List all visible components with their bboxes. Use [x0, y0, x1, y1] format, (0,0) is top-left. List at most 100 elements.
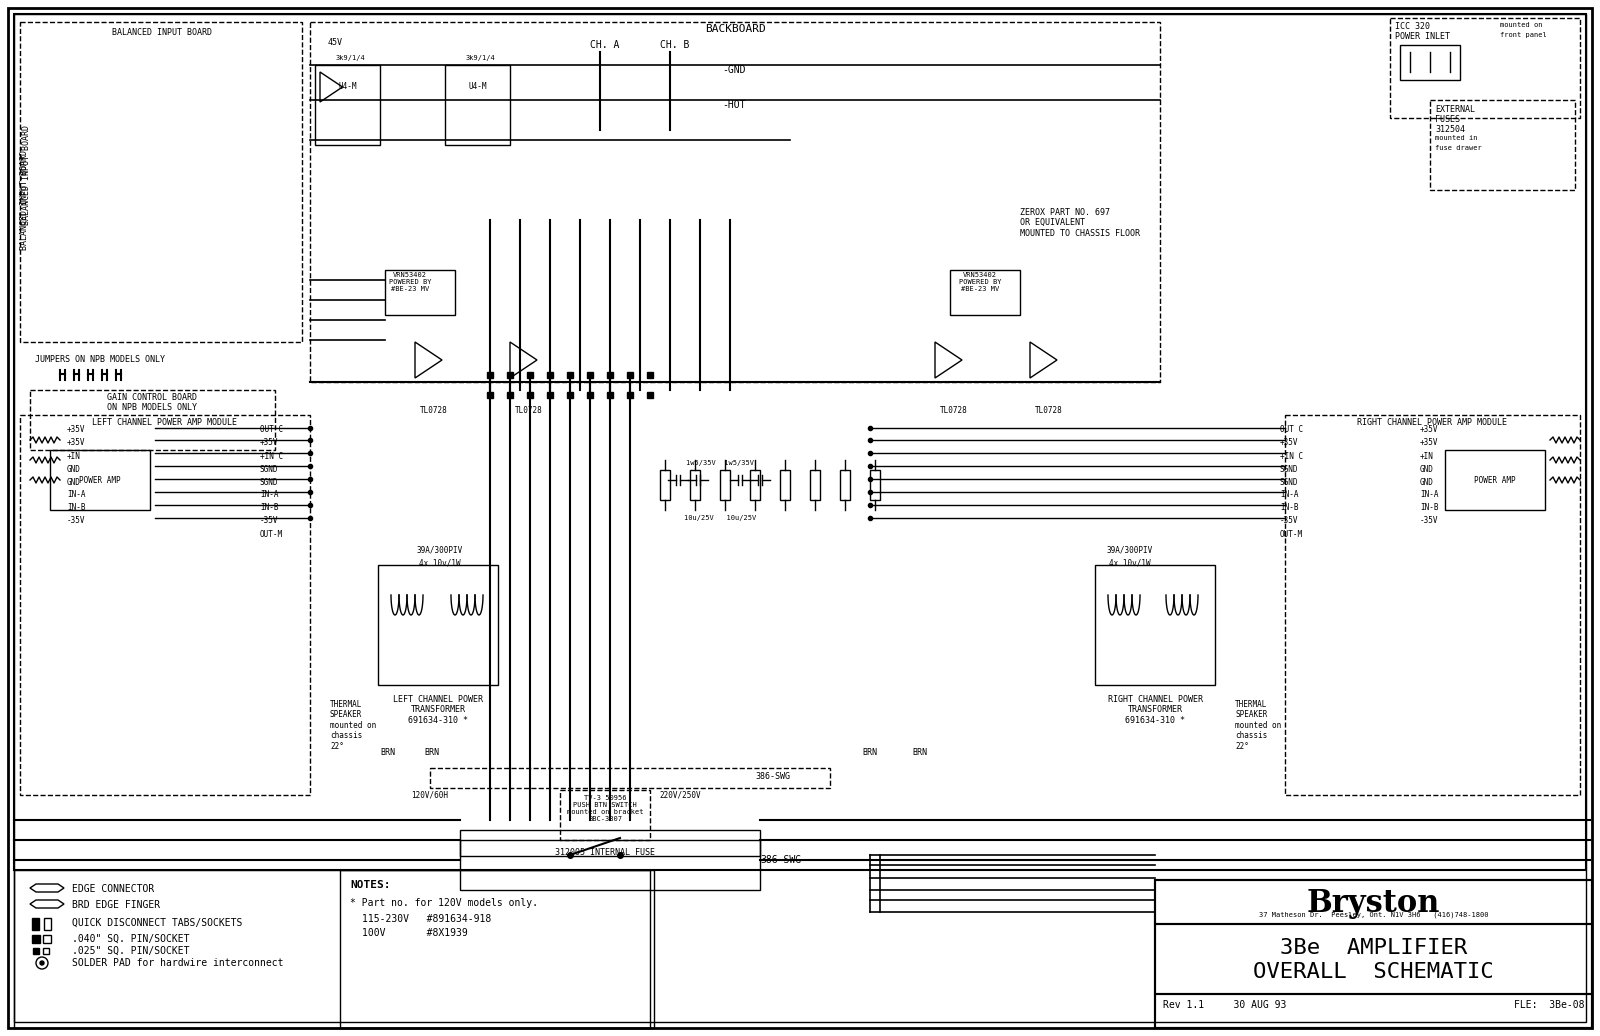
Text: BRD EDGE FINGER: BRD EDGE FINGER	[72, 900, 160, 910]
Bar	[750, 470, 760, 500]
Bar	[386, 270, 454, 315]
Text: CH. B: CH. B	[661, 40, 690, 50]
Text: THERMAL
SPEAKER
mounted on
chassis
22°: THERMAL SPEAKER mounted on chassis 22°	[330, 700, 376, 751]
Bar	[34, 948, 38, 954]
Bar	[560, 790, 650, 840]
Text: 4x 10v/1W: 4x 10v/1W	[419, 558, 461, 567]
Bar	[30, 390, 275, 450]
Bar	[1094, 565, 1214, 685]
Text: FLE:  3Be-08: FLE: 3Be-08	[1514, 1000, 1584, 1010]
Text: IN-A: IN-A	[1421, 490, 1438, 499]
Text: +IN C: +IN C	[1280, 452, 1302, 461]
Text: FUSES: FUSES	[1435, 115, 1459, 124]
Text: BRN: BRN	[912, 748, 928, 757]
Text: TL0728: TL0728	[1035, 406, 1062, 415]
Text: .025" SQ. PIN/SOCKET: .025" SQ. PIN/SOCKET	[72, 946, 189, 956]
Text: 39A/300PIV: 39A/300PIV	[418, 545, 462, 554]
Text: +35V: +35V	[67, 425, 85, 434]
Bar	[19, 415, 310, 795]
Bar	[810, 470, 819, 500]
Text: IN-B: IN-B	[1421, 503, 1438, 512]
Text: 1w5/35V  1w5/35V: 1w5/35V 1w5/35V	[686, 460, 754, 466]
Bar	[32, 918, 38, 930]
Bar	[1430, 100, 1574, 190]
Text: IN-A: IN-A	[259, 490, 278, 499]
Circle shape	[40, 961, 45, 965]
Text: U4-M: U4-M	[339, 82, 357, 91]
Text: 312005 INTERNAL FUSE: 312005 INTERNAL FUSE	[555, 848, 654, 857]
Bar	[43, 948, 50, 954]
Text: 220V/250V: 220V/250V	[659, 790, 701, 799]
Text: QUICK DISCONNECT TABS/SOCKETS: QUICK DISCONNECT TABS/SOCKETS	[72, 918, 242, 928]
Text: RIGHT CHANNEL POWER AMP MODULE: RIGHT CHANNEL POWER AMP MODULE	[1357, 418, 1507, 427]
Text: +IN: +IN	[1421, 452, 1434, 461]
Text: .040" SQ. PIN/SOCKET: .040" SQ. PIN/SOCKET	[72, 934, 189, 944]
Bar	[1400, 45, 1459, 80]
Text: 10u/25V   10u/25V: 10u/25V 10u/25V	[683, 515, 757, 521]
Text: TL0728: TL0728	[515, 406, 542, 415]
Text: 3k9/1/4: 3k9/1/4	[466, 55, 494, 61]
Text: -35V: -35V	[1280, 516, 1299, 525]
Text: JUMPERS ON NPB MODELS ONLY: JUMPERS ON NPB MODELS ONLY	[35, 355, 165, 364]
Text: IN-B: IN-B	[67, 503, 85, 512]
Text: Rev 1.1     30 AUG 93: Rev 1.1 30 AUG 93	[1163, 1000, 1286, 1010]
Text: BACKBOARD: BACKBOARD	[704, 24, 765, 34]
Bar	[378, 565, 498, 685]
Text: 37 Matheson Dr.  Peesley, Ont. N1V 3H6   (416)748-1800: 37 Matheson Dr. Peesley, Ont. N1V 3H6 (4…	[1259, 912, 1488, 919]
Text: 3k9/1/4: 3k9/1/4	[334, 55, 365, 61]
Text: 100V       #8X1939: 100V #8X1939	[362, 928, 467, 938]
Text: TL0728: TL0728	[941, 406, 968, 415]
Text: NOTES:: NOTES:	[350, 880, 390, 890]
Text: VRN53402
POWERED BY
#BE-23 MV: VRN53402 POWERED BY #BE-23 MV	[389, 272, 432, 292]
Bar	[1390, 18, 1581, 118]
Bar	[14, 870, 654, 1028]
Text: ZEROX PART NO. 697
OR EQUIVALENT
MOUNTED TO CHASSIS FLOOR: ZEROX PART NO. 697 OR EQUIVALENT MOUNTED…	[1021, 208, 1139, 238]
Text: POWER AMP: POWER AMP	[1474, 476, 1515, 485]
Text: TV-3 50956
PUSH BTN SWITCH
mounted on bracket
BBC-3807: TV-3 50956 PUSH BTN SWITCH mounted on br…	[566, 795, 643, 822]
Text: SOLDER PAD for hardwire interconnect: SOLDER PAD for hardwire interconnect	[72, 958, 283, 968]
Text: SGND: SGND	[1280, 465, 1299, 474]
Text: mounted on: mounted on	[1501, 22, 1542, 28]
Bar	[461, 840, 760, 856]
Text: SGND: SGND	[1280, 478, 1299, 487]
Text: IN-A: IN-A	[67, 490, 85, 499]
Text: GND: GND	[1421, 478, 1434, 487]
Text: OUT C: OUT C	[259, 425, 283, 434]
Text: TL0728: TL0728	[419, 406, 448, 415]
Bar	[461, 830, 760, 890]
Bar	[1155, 924, 1592, 994]
Text: SGND: SGND	[259, 478, 278, 487]
Bar	[1155, 880, 1592, 1028]
Text: VRN53402
POWERED BY
#BE-23 MV: VRN53402 POWERED BY #BE-23 MV	[958, 272, 1002, 292]
Text: -35V: -35V	[259, 516, 278, 525]
Text: -GND: -GND	[722, 65, 746, 75]
Bar	[840, 470, 850, 500]
Text: 45V: 45V	[328, 38, 342, 47]
Bar	[310, 22, 1160, 382]
Text: U4-M: U4-M	[469, 82, 488, 91]
Text: GND: GND	[1421, 465, 1434, 474]
Bar	[690, 470, 701, 500]
Text: BALANCED INPUT BOARD: BALANCED INPUT BOARD	[22, 125, 30, 225]
Text: LEFT CHANNEL POWER
TRANSFORMER
691634-310 *: LEFT CHANNEL POWER TRANSFORMER 691634-31…	[394, 695, 483, 725]
Text: GND: GND	[67, 465, 82, 474]
Bar	[661, 470, 670, 500]
Text: mounted in: mounted in	[1435, 135, 1477, 141]
Text: ON NPB MODELS ONLY: ON NPB MODELS ONLY	[107, 403, 197, 412]
Bar	[14, 15, 1586, 870]
Text: OUT-M: OUT-M	[259, 530, 283, 539]
Text: GAIN CONTROL BOARD: GAIN CONTROL BOARD	[107, 393, 197, 402]
Text: POWER INLET: POWER INLET	[1395, 32, 1450, 41]
Bar	[720, 470, 730, 500]
Text: -HOT: -HOT	[722, 100, 746, 110]
Text: -35V: -35V	[67, 516, 85, 525]
Bar	[19, 22, 302, 342]
Text: OUT-M: OUT-M	[1280, 530, 1302, 539]
Text: POWER AMP: POWER AMP	[78, 476, 122, 485]
Text: +IN C: +IN C	[259, 452, 283, 461]
Text: IN-A: IN-A	[1280, 490, 1299, 499]
Text: fuse drawer: fuse drawer	[1435, 145, 1482, 151]
Bar	[315, 65, 381, 145]
Text: +35V: +35V	[1421, 425, 1438, 434]
Text: RIGHT CHANNEL POWER
TRANSFORMER
691634-310 *: RIGHT CHANNEL POWER TRANSFORMER 691634-3…	[1107, 695, 1203, 725]
